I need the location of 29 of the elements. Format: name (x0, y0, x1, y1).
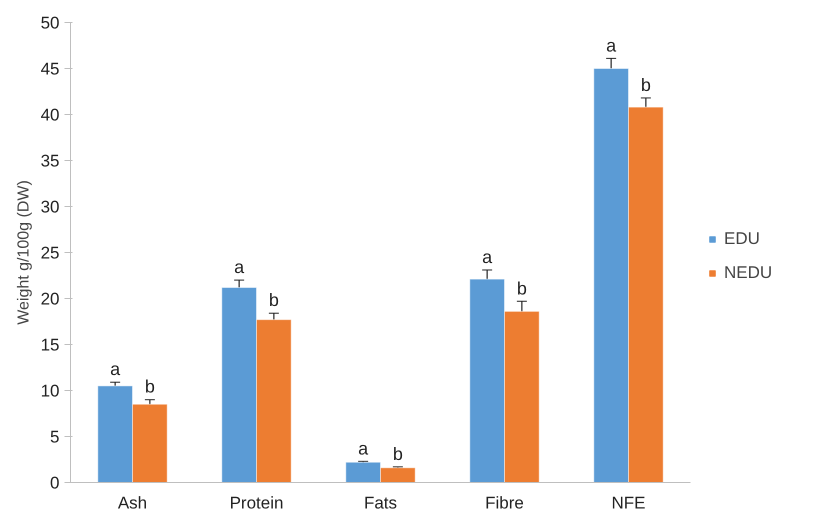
y-tick-label: 15 (40, 336, 60, 354)
y-tick-label: 20 (40, 290, 60, 308)
y-tick-label: 45 (40, 60, 60, 78)
y-tick-label: 35 (40, 152, 60, 170)
annotation: a (110, 359, 122, 380)
x-tick-label: NFE (612, 494, 646, 512)
legend-label: NEDU (724, 262, 772, 282)
annotation: b (392, 444, 403, 464)
x-tick-label: Protein (230, 494, 284, 512)
y-tick-label: 50 (40, 14, 60, 32)
annotation: a (358, 438, 370, 458)
y-axis-title: Weight g/100g (DW) (16, 180, 33, 325)
annotation: a (606, 35, 618, 56)
y-tick-label: 0 (50, 474, 60, 492)
y-tick-label: 40 (40, 106, 60, 124)
x-tick-label: Fats (364, 494, 398, 512)
annotation: a (482, 246, 494, 267)
legend-label: EDU (724, 228, 760, 248)
y-tick-label: 25 (40, 244, 60, 262)
y-tick-label: 10 (40, 382, 60, 400)
annotation: b (640, 74, 651, 95)
x-tick-label: Ash (118, 494, 148, 512)
annotation: b (144, 376, 155, 397)
y-tick-label: 5 (50, 428, 60, 446)
y-tick-label: 30 (40, 198, 60, 216)
annotation: b (516, 278, 527, 298)
annotation: a (234, 257, 246, 278)
x-tick-label: Fibre (485, 494, 524, 512)
annotation: b (268, 290, 279, 310)
